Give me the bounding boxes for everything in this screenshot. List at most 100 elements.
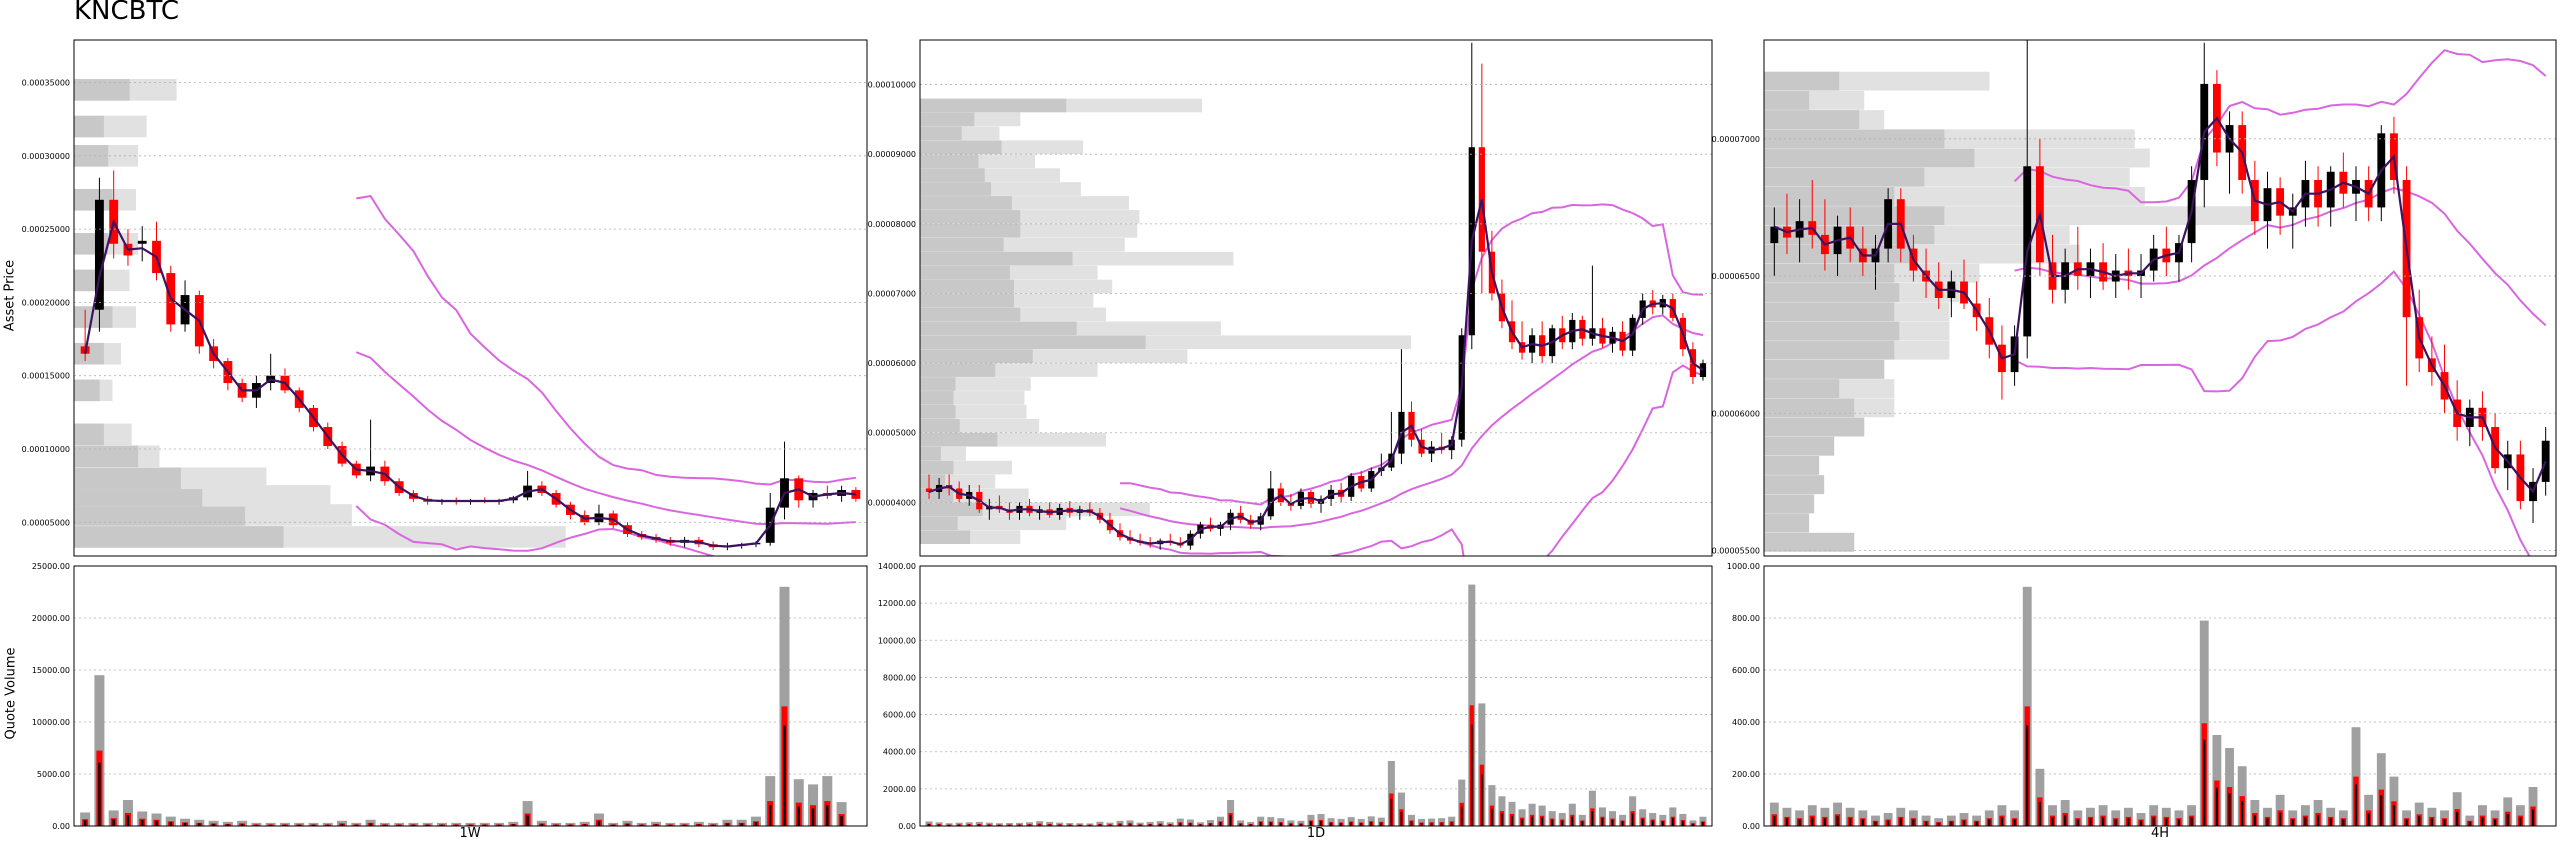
volume-bar-buy — [2026, 725, 2029, 826]
volume-bar-buy — [1773, 816, 1776, 826]
volume-bar-buy — [1511, 815, 1513, 826]
volume-bar-buy — [1692, 823, 1694, 826]
volume-bar-buy — [83, 820, 87, 826]
volume-bar-buy — [597, 820, 601, 826]
price-frame — [919, 39, 1713, 557]
volume-bar-buy — [98, 762, 101, 826]
volume-bar-buy — [126, 815, 130, 826]
volume-profile-bar-buy — [74, 423, 104, 446]
upper-band — [2013, 49, 2547, 204]
volume-profile-bar-buy — [1764, 513, 1810, 533]
volume-bar-buy — [1300, 823, 1302, 826]
volume-frame — [919, 565, 1713, 827]
volume-bar-buy — [2089, 818, 2092, 826]
volume-bar-buy — [2215, 787, 2218, 826]
volume-profile-bar-buy — [74, 79, 130, 101]
volume-bar-buy — [2241, 800, 2244, 826]
volume-bar-buy — [240, 823, 244, 826]
volume-bar-buy — [1541, 817, 1543, 826]
volume-profile-bar-buy — [920, 377, 956, 391]
volume-bar-buy — [2329, 818, 2332, 826]
volume-bar-buy — [1290, 823, 1292, 826]
volume-bar-buy — [1836, 816, 1839, 826]
volume-bar-buy — [1119, 823, 1121, 826]
volume-bar-buy — [183, 822, 187, 826]
volume-bar-buy — [1109, 824, 1111, 826]
candle-body — [137, 240, 147, 244]
volume-bar-buy — [2266, 818, 2269, 826]
volume-bar-buy — [554, 824, 558, 826]
volume-profile-bar-buy — [920, 530, 971, 545]
volume-bar-total — [1367, 816, 1375, 826]
volume-bar-buy — [1521, 818, 1523, 826]
volume-profile-bar-buy — [920, 405, 956, 419]
volume-bar-total — [1196, 822, 1204, 826]
volume-bar-buy — [298, 824, 301, 826]
volume-bar-total — [1498, 796, 1506, 826]
volume-profile-bar-buy — [1764, 456, 1820, 475]
volume-bar-buy — [283, 824, 287, 826]
volume-bar-total — [1639, 809, 1647, 826]
volume-bar-buy — [2342, 819, 2345, 826]
volume-profile-bar-buy — [1764, 110, 1860, 130]
volume-profile-bar-buy — [920, 265, 1010, 280]
volume-bar-buy — [1129, 823, 1131, 826]
volume-bar-buy — [1239, 823, 1242, 826]
chart-panel-4H: 0.00005500 0.00006000 0.00006500 0.00007000… — [1712, 39, 2557, 831]
volume-bar-buy — [1320, 820, 1322, 826]
volume-tick-label: 5000.00 — [37, 770, 70, 779]
volume-bar-buy — [155, 820, 158, 826]
volume-profile-bar-buy — [920, 502, 983, 517]
volume-bar-buy — [1199, 824, 1202, 826]
volume-profile-bar-buy — [920, 418, 960, 433]
volume-bar-buy — [1975, 821, 1978, 826]
volume-bar-buy — [2253, 815, 2256, 826]
volume-bar-buy — [1460, 806, 1463, 826]
price-tick-label: 0.00006000 — [868, 359, 916, 368]
volume-bar-buy — [1661, 821, 1664, 826]
volume-bar-buy — [1159, 823, 1162, 826]
volume-profile-bar-buy — [1764, 90, 1810, 110]
volume-bar-buy — [2000, 817, 2003, 826]
volume-bar-buy — [1078, 824, 1081, 826]
volume-profile-bar-buy — [920, 349, 1033, 363]
volume-bar-buy — [2102, 817, 2105, 826]
volume-bar-buy — [1269, 822, 1272, 826]
volume-bar-buy — [2076, 819, 2079, 826]
volume-bar-buy — [112, 819, 115, 826]
volume-profile-bar-buy — [1764, 532, 1855, 552]
volume-bar-buy — [1149, 824, 1151, 826]
volume-bar-buy — [1671, 818, 1674, 826]
volume-bar-buy — [169, 822, 172, 826]
volume-bar-buy — [1209, 823, 1212, 826]
volume-bar-buy — [1887, 820, 1890, 826]
timeframe-label: 1W — [459, 826, 481, 841]
volume-bar-buy — [840, 815, 843, 826]
volume-profile-bar-buy — [1764, 71, 1840, 91]
volume-bar-buy — [198, 823, 201, 826]
volume-bar-buy — [1501, 813, 1503, 826]
lower-band — [355, 505, 717, 556]
volume-tick-label: 600.00 — [1732, 666, 1760, 675]
volume-bar-buy — [1601, 818, 1604, 826]
price-plot — [74, 79, 861, 556]
volume-bar-buy — [769, 805, 772, 826]
volume-bar-buy — [1189, 823, 1192, 826]
volume-bar-buy — [1380, 822, 1383, 826]
volume-tick-label: 2000.00 — [883, 785, 916, 794]
volume-bar-buy — [2152, 817, 2155, 826]
volume-profile-bar-buy — [74, 189, 113, 211]
volume-bar-buy — [2481, 817, 2484, 826]
volume-bar-buy — [1279, 822, 1282, 826]
volume-bar-buy — [1350, 822, 1353, 826]
volume-bar-buy — [2177, 819, 2181, 826]
volume-bar-buy — [1179, 822, 1182, 826]
volume-bar-buy — [255, 824, 258, 826]
price-tick-label: 0.00005000 — [868, 429, 916, 438]
volume-profile-bar-buy — [1764, 167, 1925, 187]
volume-bar-buy — [612, 824, 615, 826]
price-frame — [73, 39, 868, 557]
volume-bar-buy — [1360, 823, 1363, 826]
volume-bar-buy — [483, 824, 486, 826]
price-tick-label: 0.00010000 — [868, 81, 916, 90]
